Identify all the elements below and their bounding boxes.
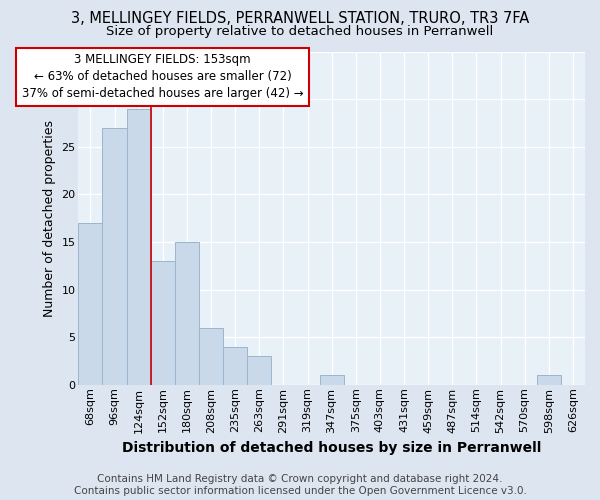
X-axis label: Distribution of detached houses by size in Perranwell: Distribution of detached houses by size … xyxy=(122,441,541,455)
Bar xyxy=(223,346,247,385)
Text: 3, MELLINGEY FIELDS, PERRANWELL STATION, TRURO, TR3 7FA: 3, MELLINGEY FIELDS, PERRANWELL STATION,… xyxy=(71,11,529,26)
Bar xyxy=(79,223,103,385)
Y-axis label: Number of detached properties: Number of detached properties xyxy=(43,120,56,316)
Text: Contains HM Land Registry data © Crown copyright and database right 2024.
Contai: Contains HM Land Registry data © Crown c… xyxy=(74,474,526,496)
Bar xyxy=(199,328,223,385)
Text: 3 MELLINGEY FIELDS: 153sqm
← 63% of detached houses are smaller (72)
37% of semi: 3 MELLINGEY FIELDS: 153sqm ← 63% of deta… xyxy=(22,54,304,100)
Bar xyxy=(320,375,344,385)
Bar xyxy=(103,128,127,385)
Bar xyxy=(127,108,151,385)
Bar xyxy=(175,242,199,385)
Bar xyxy=(537,375,561,385)
Bar xyxy=(151,261,175,385)
Text: Size of property relative to detached houses in Perranwell: Size of property relative to detached ho… xyxy=(106,25,494,38)
Bar xyxy=(247,356,271,385)
